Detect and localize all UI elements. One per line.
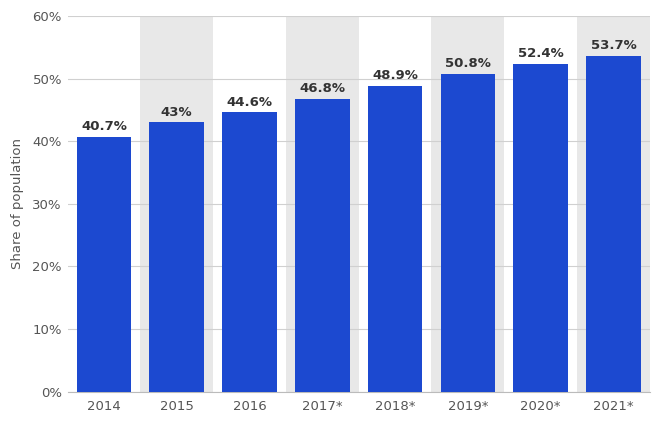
Bar (295, 99, 350, 391)
Bar (441, 74, 495, 391)
Bar (577, 16, 650, 391)
Text: 44.6%: 44.6% (227, 96, 272, 109)
Text: 40.7%: 40.7% (81, 120, 127, 133)
Bar (140, 16, 213, 391)
Bar (286, 16, 359, 391)
Text: 48.9%: 48.9% (372, 69, 418, 82)
Bar (586, 56, 641, 391)
Text: 46.8%: 46.8% (299, 82, 345, 95)
Bar (77, 137, 131, 391)
Text: 52.4%: 52.4% (518, 47, 564, 60)
Y-axis label: Share of population: Share of population (11, 138, 24, 269)
Text: 43%: 43% (161, 106, 192, 119)
Bar (368, 86, 422, 391)
Text: 53.7%: 53.7% (591, 39, 637, 52)
Bar (149, 123, 204, 391)
Bar (222, 112, 277, 391)
Bar (514, 64, 568, 391)
Text: 50.8%: 50.8% (445, 57, 491, 70)
Bar (432, 16, 504, 391)
